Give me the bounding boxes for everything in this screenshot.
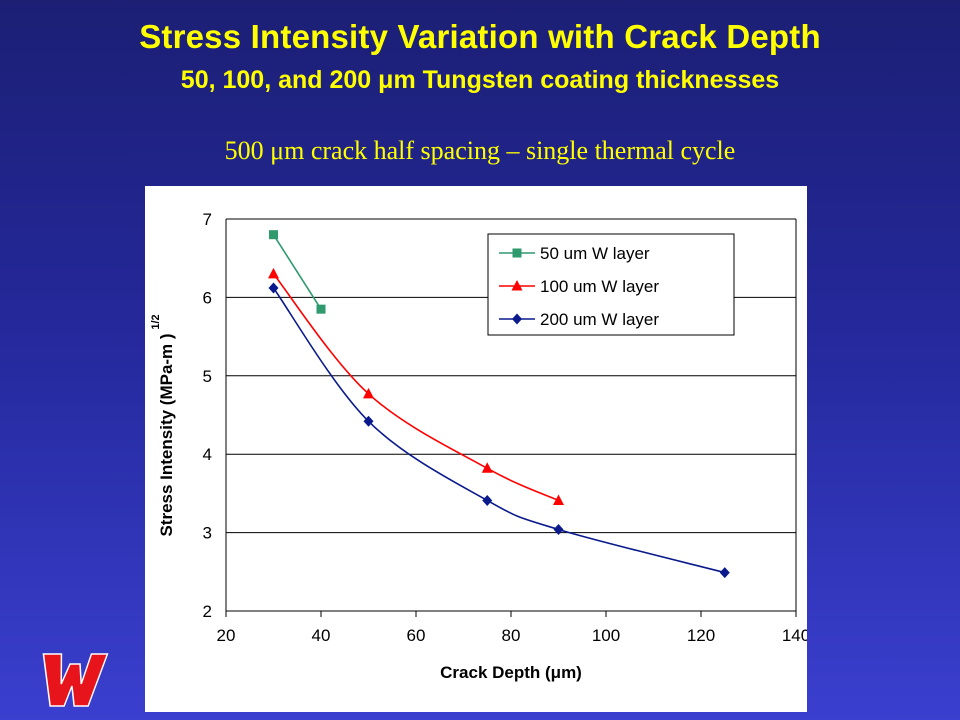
series-line-2 xyxy=(272,287,725,574)
x-tick-label: 100 xyxy=(592,626,620,645)
slide-title: Stress Intensity Variation with Crack De… xyxy=(139,18,821,55)
slide-subtitle: 50, 100, and 200 μm Tungsten coating thi… xyxy=(180,66,780,94)
data-point xyxy=(316,304,326,314)
series-line-1 xyxy=(272,273,559,502)
data-point xyxy=(269,230,278,240)
y-tick-label: 6 xyxy=(203,288,212,307)
data-point xyxy=(481,462,493,473)
x-tick-label: 80 xyxy=(502,626,521,645)
y-axis-title: Stress Intensity (MPa-m ) xyxy=(157,333,176,536)
legend-box xyxy=(487,233,735,336)
x-axis-title: Crack Depth (μm) xyxy=(440,663,582,682)
data-point xyxy=(553,523,564,535)
legend-label: 50 um W layer xyxy=(540,244,650,263)
legend-marker xyxy=(512,248,522,258)
legend-marker xyxy=(512,313,522,325)
x-tick-label: 20 xyxy=(217,626,236,645)
y-tick-label: 3 xyxy=(203,524,212,543)
y-tick-label: 2 xyxy=(203,602,212,621)
data-point xyxy=(268,282,279,294)
x-tick-label: 40 xyxy=(312,626,331,645)
data-point xyxy=(719,567,730,579)
data-point xyxy=(363,415,374,427)
chart-caption: 500 μm crack half spacing – single therm… xyxy=(224,136,736,165)
x-tick-label: 60 xyxy=(407,626,426,645)
data-point xyxy=(553,494,564,505)
x-tick-label: 140 xyxy=(782,626,807,645)
legend-label: 200 um W layer xyxy=(540,310,659,329)
y-axis-title-exponent: 1/2 xyxy=(150,314,162,329)
data-point xyxy=(482,494,493,506)
y-tick-label: 5 xyxy=(203,367,212,386)
stress-intensity-chart: 2 3 4 5 6 7 20 40 60 80 100 120 140 Crack Depth (μm) S… xyxy=(150,210,807,682)
series-line-0 xyxy=(272,234,322,310)
y-tick-label: 7 xyxy=(203,210,212,229)
w-logo-icon xyxy=(30,650,110,710)
data-point xyxy=(363,387,374,399)
y-tick-label: 4 xyxy=(203,445,212,464)
legend-label: 100 um W layer xyxy=(540,277,659,296)
legend-marker xyxy=(511,280,523,291)
x-tick-label: 120 xyxy=(687,626,715,645)
chart-panel: 2 3 4 5 6 7 20 40 60 80 100 120 140 Crack Depth (μm) S… xyxy=(145,186,807,712)
data-point xyxy=(268,267,279,279)
